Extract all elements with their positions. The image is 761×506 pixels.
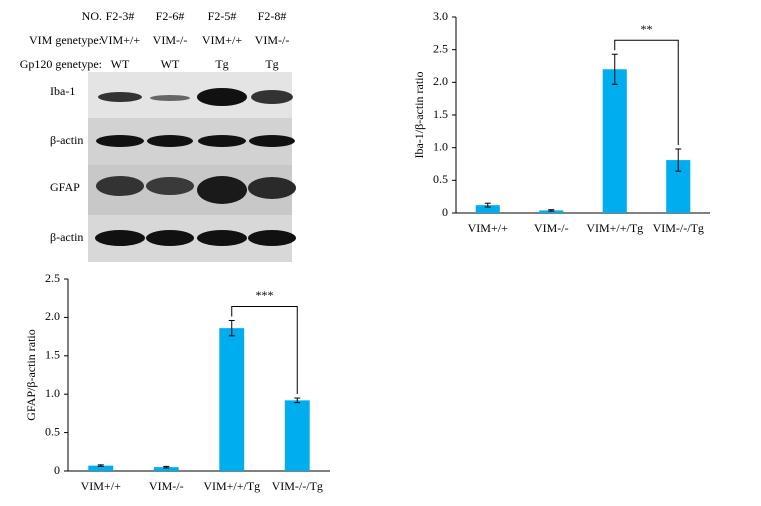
bar: [153, 467, 179, 471]
blot-lane-label: Tg: [265, 57, 278, 71]
x-tick-label: VIM+/+: [468, 221, 508, 235]
x-tick-label: VIM-/-: [534, 221, 569, 235]
blot-lane-label: VIM+/+: [202, 33, 242, 47]
bar: [539, 210, 564, 213]
blot-lane-label: WT: [161, 57, 180, 71]
y-tick-label: 0.5: [45, 424, 60, 438]
blot-lane-label: F2-8#: [258, 9, 287, 23]
x-tick-label: VIM+/+/Tg: [203, 479, 260, 493]
blot-band-label: β-actin: [50, 230, 83, 244]
bar: [88, 465, 114, 471]
blot-band-label: β-actin: [50, 133, 83, 147]
blot-row-label: Gp120 genetype:: [20, 57, 102, 71]
y-axis-label: GFAP/β-actin ratio: [24, 329, 38, 421]
y-tick-label: 1.0: [45, 386, 60, 400]
blot-lane-label: WT: [111, 57, 130, 71]
y-tick-label: 1.0: [433, 139, 448, 153]
bar: [284, 400, 310, 471]
x-tick-label: VIM+/+: [81, 479, 121, 493]
significance-bracket: [231, 305, 298, 395]
blot-row-label: VIM genetype:: [29, 33, 102, 47]
bar: [602, 69, 627, 214]
y-tick-label: 3.0: [433, 9, 448, 23]
blot-band-label: GFAP: [50, 180, 80, 194]
y-tick-label: 0.5: [433, 172, 448, 186]
x-tick-label: VIM-/-: [149, 479, 184, 493]
bar: [219, 328, 245, 471]
x-tick-label: VIM-/-/Tg: [653, 221, 704, 235]
blot-lane-label: VIM+/+: [100, 33, 140, 47]
blot-lane-label: F2-5#: [208, 9, 237, 23]
y-tick-label: 1.5: [45, 348, 60, 362]
x-tick-label: VIM-/-/Tg: [272, 479, 323, 493]
significance-label: ***: [256, 288, 274, 302]
y-tick-label: 2.5: [433, 41, 448, 55]
x-tick-label: VIM+/+/Tg: [586, 221, 643, 235]
significance-label: **: [641, 22, 653, 36]
blot-band-label: Iba-1: [50, 84, 75, 98]
blot-lane-label: VIM-/-: [153, 33, 188, 47]
blot-row-label: NO.: [82, 9, 102, 23]
y-tick-label: 0: [442, 205, 448, 219]
blot-lane-label: VIM-/-: [255, 33, 290, 47]
y-tick-label: 0: [54, 463, 60, 477]
y-tick-label: 2.0: [433, 74, 448, 88]
y-axis-label: Iba-1/β-actin ratio: [412, 71, 426, 158]
y-tick-label: 2.5: [45, 271, 60, 285]
significance-bracket: [614, 39, 679, 145]
blot-lane-label: F2-3#: [106, 9, 135, 23]
blot-image: [88, 72, 296, 262]
bar: [475, 205, 500, 213]
y-tick-label: 1.5: [433, 107, 448, 121]
blot-lane-label: Tg: [215, 57, 228, 71]
blot-lane-label: F2-6#: [156, 9, 185, 23]
y-tick-label: 2.0: [45, 309, 60, 323]
